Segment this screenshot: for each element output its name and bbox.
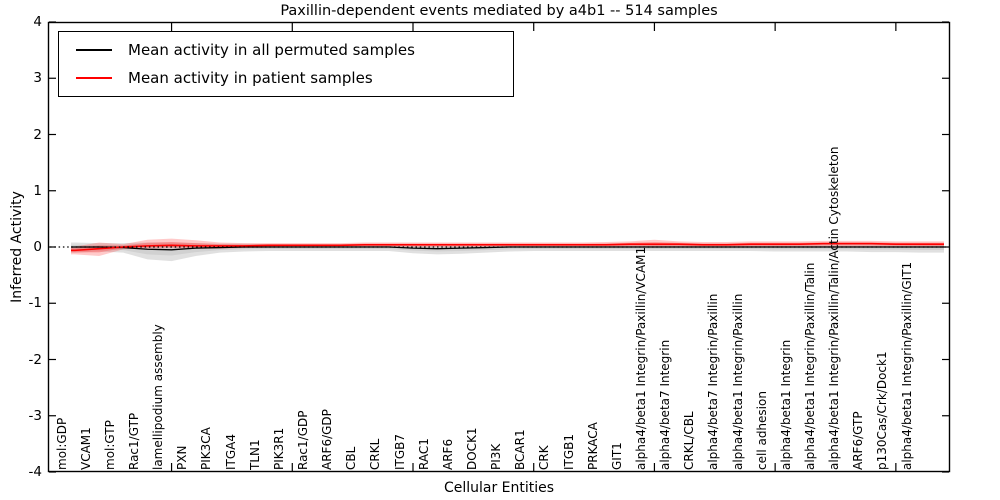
y-tick-label-0: 0 bbox=[33, 239, 42, 255]
x-tick-label: VCAM1 bbox=[78, 427, 93, 470]
x-tick-label: alpha4/beta1 Integrin/Paxillin/Talin/Act… bbox=[827, 146, 842, 470]
legend-label-permuted: Mean activity in all permuted samples bbox=[128, 41, 415, 59]
x-tick-label: ITGB7 bbox=[392, 433, 407, 470]
x-tick-label: ITGA4 bbox=[223, 433, 238, 470]
x-tick-label: Rac1/GTP bbox=[126, 412, 141, 470]
y-tick-label--2: -2 bbox=[28, 351, 42, 368]
patient-mean-line bbox=[71, 242, 944, 252]
x-tick-label: RAC1 bbox=[416, 438, 431, 470]
x-tick-label: ARF6/GTP bbox=[851, 411, 866, 470]
x-tick-label: BCAR1 bbox=[513, 429, 528, 470]
x-tick-label: mol:GTP bbox=[102, 420, 117, 470]
x-tick-label: alpha4/beta1 Integrin/Paxillin bbox=[730, 293, 745, 470]
x-tick-label: alpha4/beta1 Integrin/Paxillin/VCAM1 bbox=[633, 246, 648, 470]
legend-line-sample-patient bbox=[76, 77, 112, 79]
y-tick-label--1: -1 bbox=[28, 295, 42, 312]
x-tick-label: GIT1 bbox=[609, 442, 624, 470]
x-tick-label: PI3K bbox=[489, 443, 504, 470]
legend: Mean activity in all permuted samples Me… bbox=[58, 31, 514, 97]
x-tick-label: mol:GDP bbox=[54, 417, 69, 470]
y-tick-label-3: 3 bbox=[33, 70, 42, 87]
x-tick-label: Rac1/GDP bbox=[295, 410, 310, 470]
y-tick-label-4: 4 bbox=[33, 14, 42, 30]
x-tick-label: alpha4/beta1 Integrin/Paxillin/Talin bbox=[802, 262, 817, 470]
x-tick-label: alpha4/beta7 Integrin/Paxillin bbox=[706, 293, 721, 470]
x-axis-label: Cellular Entities bbox=[443, 480, 555, 496]
y-tick-label-2: 2 bbox=[33, 126, 42, 143]
legend-entry-permuted: Mean activity in all permuted samples bbox=[59, 36, 513, 64]
legend-line-sample-permuted bbox=[76, 49, 112, 51]
x-tick-label: ARF6 bbox=[440, 438, 455, 470]
x-tick-label: TLN1 bbox=[247, 439, 262, 470]
patient-std-band bbox=[71, 238, 944, 256]
axes-frame bbox=[47, 21, 951, 473]
x-tick-label: CBL bbox=[344, 446, 359, 470]
x-tick-label: DOCK1 bbox=[464, 427, 479, 470]
y-tick-label-1: 1 bbox=[33, 182, 42, 199]
x-tick-label: PIK3R1 bbox=[271, 427, 286, 470]
x-tick-label: alpha4/beta7 Integrin bbox=[658, 339, 673, 470]
x-tick-label: p130Cas/Crk/Dock1 bbox=[875, 351, 890, 470]
legend-entry-patient: Mean activity in patient samples bbox=[59, 64, 513, 92]
y-tick-label--3: -3 bbox=[28, 407, 42, 424]
x-tick-label: PIK3CA bbox=[199, 427, 214, 470]
x-tick-label: CRKL/CBL bbox=[682, 411, 697, 470]
x-tick-label: ITGB1 bbox=[561, 433, 576, 470]
x-tick-label: lamellipodium assembly bbox=[151, 324, 166, 470]
x-tick-label: CRK bbox=[537, 445, 552, 470]
x-tick-label: PRKACA bbox=[585, 422, 600, 470]
figure-title: Paxillin-dependent events mediated by a4… bbox=[280, 3, 718, 19]
x-tick-label: PXN bbox=[175, 445, 190, 470]
y-tick-label--4: -4 bbox=[28, 464, 42, 480]
x-tick-label: cell adhesion bbox=[754, 391, 769, 470]
legend-label-patient: Mean activity in patient samples bbox=[128, 69, 373, 87]
x-tick-label: CRKL bbox=[368, 438, 383, 470]
x-tick-label: ARF6/GDP bbox=[320, 409, 335, 470]
x-tick-label: alpha4/beta1 Integrin/Paxillin/GIT1 bbox=[899, 261, 914, 470]
x-tick-label: alpha4/beta1 Integrin bbox=[778, 339, 793, 470]
